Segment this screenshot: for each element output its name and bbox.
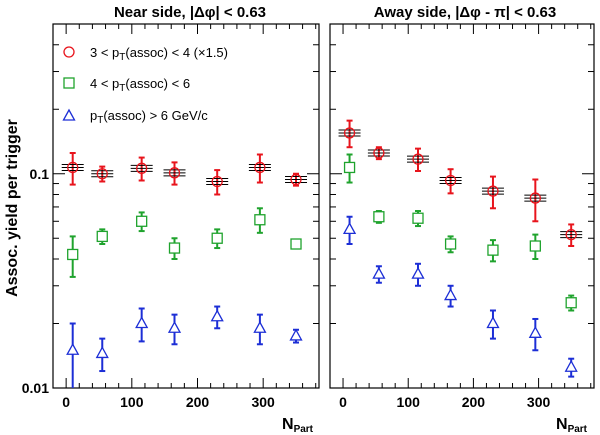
data-point-circle — [254, 161, 266, 174]
legend-entry-3: pT(assoc) > 6 GeV/c — [90, 108, 208, 126]
x-label-sub-away: Part — [568, 424, 588, 435]
y-axis-label: Assoc. yield per trigger — [4, 119, 21, 297]
data-point-circle — [168, 167, 181, 179]
away-side-panel: 0 100 200 300 — [329, 23, 595, 410]
data-point-square — [373, 211, 385, 223]
data-point-square — [444, 238, 457, 250]
y-tick-label: 0.1 — [30, 166, 50, 182]
data-point-circle — [487, 185, 499, 197]
data-point-triangle — [210, 309, 224, 322]
x-tick-label: 100 — [120, 394, 144, 410]
x-tick-label: 0 — [62, 394, 70, 410]
legend-entry-1: 3 < pT(assoc) < 4 (×1.5) — [90, 45, 228, 63]
x-axis-label-away: NPart — [556, 416, 588, 435]
data-point-square — [487, 244, 499, 256]
y-tick-label: 0.01 — [22, 380, 49, 396]
data-point-circle — [444, 174, 457, 187]
data-point-triangle — [95, 346, 109, 359]
plot-frame — [329, 23, 595, 389]
near-side-title: Near side, |Δφ| < 0.63 — [114, 4, 266, 21]
data-point-circle — [412, 153, 424, 165]
x-axis-label-near: NPart — [282, 416, 314, 435]
data-point-square — [211, 232, 223, 244]
data-point-triangle — [564, 359, 578, 372]
legend-entry-2: 4 < pT(assoc) < 6 — [90, 76, 190, 94]
data-point-circle — [290, 173, 302, 186]
data-point-triangle — [66, 342, 80, 355]
data-point-square — [136, 215, 148, 227]
x-tick-label: 300 — [527, 394, 551, 410]
data-point-circle — [96, 168, 108, 180]
data-point-triangle — [372, 266, 386, 279]
plot-frame — [52, 23, 320, 389]
x-tick-label: 200 — [462, 394, 486, 410]
data-point-triangle — [342, 222, 357, 235]
data-point-square — [254, 214, 266, 226]
data-point-triangle — [167, 320, 182, 333]
x-label-main-away: N — [556, 416, 568, 433]
data-point-triangle — [528, 325, 542, 338]
legend-circle-marker — [63, 46, 75, 58]
legend: 3 < pT(assoc) < 4 (×1.5) 4 < pT(assoc) <… — [62, 45, 228, 126]
data-point-square — [290, 238, 302, 250]
data-point-square — [168, 242, 181, 254]
data-point-circle — [211, 175, 223, 188]
data-point-square — [529, 240, 541, 252]
data-point-square — [343, 161, 356, 174]
data-point-square — [412, 212, 424, 224]
legend-square-marker — [63, 77, 75, 89]
x-label-main-near: N — [282, 416, 294, 433]
data-point-circle — [136, 162, 148, 174]
x-tick-label: 300 — [251, 394, 275, 410]
x-label-sub-near: Part — [294, 424, 314, 435]
near-side-panel: 0 100 200 300 0.01 0.1 — [22, 23, 320, 410]
data-point-circle — [67, 161, 79, 174]
data-point-triangle — [135, 316, 149, 329]
data-point-triangle — [486, 316, 500, 329]
data-point-square — [67, 248, 79, 261]
data-point-circle — [529, 192, 541, 204]
data-point-circle — [373, 147, 385, 159]
data-point-circle — [565, 228, 577, 241]
x-tick-label: 200 — [186, 394, 210, 410]
legend-triangle-marker — [62, 108, 76, 121]
x-tick-label: 100 — [397, 394, 421, 410]
x-tick-label: 0 — [339, 394, 347, 410]
away-side-title: Away side, |Δφ - π| < 0.63 — [374, 4, 556, 21]
data-point-triangle — [411, 266, 425, 279]
data-point-square — [565, 297, 577, 309]
data-point-triangle — [253, 320, 267, 333]
data-point-triangle — [289, 328, 303, 341]
data-point-triangle — [443, 288, 458, 301]
data-point-square — [96, 230, 108, 243]
data-point-circle — [343, 127, 356, 139]
